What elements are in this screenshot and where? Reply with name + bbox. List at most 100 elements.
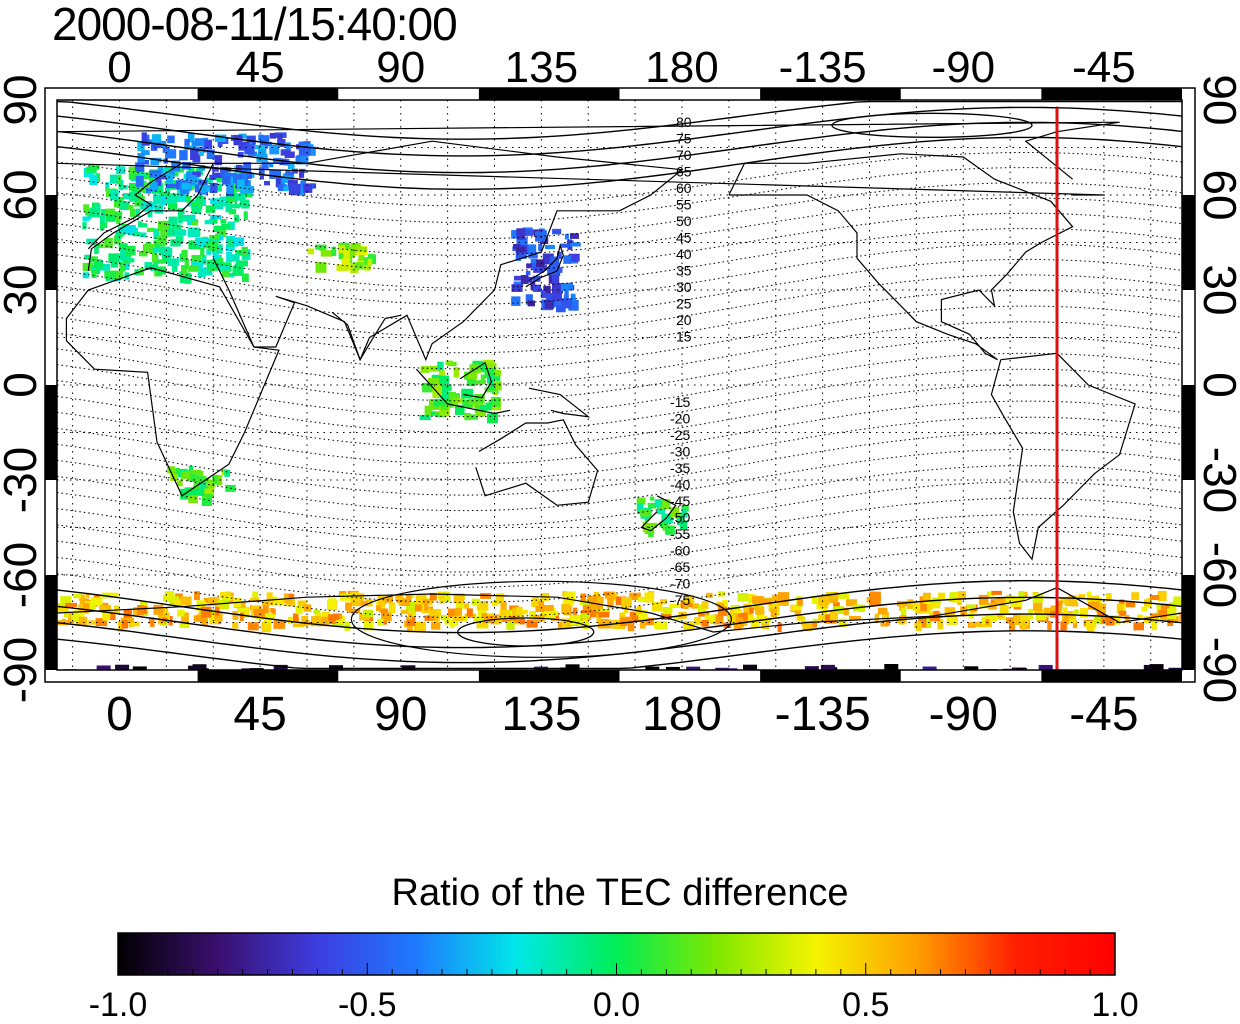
tec-pixel <box>187 132 195 143</box>
tec-pixel <box>978 594 989 605</box>
tec-pixel <box>1156 603 1161 614</box>
tec-pixel <box>559 243 570 248</box>
tec-pixel <box>535 604 545 613</box>
tec-pixel <box>285 142 291 150</box>
tec-pixel <box>109 174 122 184</box>
tec-pixel <box>266 592 273 603</box>
tec-pixel <box>1060 597 1067 604</box>
tec-pixel <box>907 599 914 604</box>
tec-pixel <box>594 597 603 606</box>
coastline-path <box>640 495 677 532</box>
tec-pixel <box>762 598 773 605</box>
tec-pixel <box>63 611 69 618</box>
tec-pixel <box>109 592 119 598</box>
tec-pixel <box>569 282 574 290</box>
tec-pixel <box>105 211 116 222</box>
tec-pixel <box>486 413 499 424</box>
tec-pixel <box>587 595 598 604</box>
tec-pixel <box>194 476 207 483</box>
tec-pixel <box>209 174 217 180</box>
tec-pixel <box>124 225 136 233</box>
tec-pixel <box>1078 594 1086 599</box>
tec-pixel <box>644 617 654 626</box>
contour-label: -45 <box>670 493 690 509</box>
y-tick-left: -30 <box>0 447 46 513</box>
tec-pixel <box>283 186 289 192</box>
contour-label: -30 <box>670 444 690 460</box>
tec-pixel <box>662 607 673 615</box>
tec-pixel <box>174 197 187 202</box>
tec-pixel <box>569 242 581 247</box>
tec-pixel <box>188 240 201 250</box>
tec-pixel <box>151 252 158 263</box>
tec-pixel <box>750 617 759 628</box>
tec-pixel <box>182 214 193 222</box>
frame-band-bottom <box>197 670 339 682</box>
tec-pixel <box>1073 609 1079 614</box>
tec-pixel <box>191 175 197 185</box>
tec-pixel <box>475 410 486 417</box>
tec-pixel <box>226 251 232 263</box>
tec-pixel <box>536 259 545 268</box>
tec-pixel <box>201 186 206 194</box>
frame-band-top <box>197 88 339 100</box>
tec-pixel <box>306 146 316 156</box>
map-frame <box>44 87 1196 683</box>
tec-pixel <box>427 598 433 605</box>
tec-pixel <box>205 205 215 213</box>
tec-pixel <box>250 597 260 603</box>
tec-pixel <box>511 284 523 292</box>
tec-pixel <box>742 664 757 670</box>
tec-pixel <box>669 603 681 608</box>
tec-pixel <box>1057 600 1063 609</box>
x-tick-top: -135 <box>779 43 867 92</box>
contour-label: -35 <box>670 460 690 476</box>
tec-pixel <box>222 270 230 278</box>
tec-pixel <box>691 603 700 609</box>
tec-pixel <box>469 414 479 420</box>
tec-pixel <box>161 607 169 615</box>
tec-pixel <box>661 613 672 620</box>
tec-pixel <box>473 616 484 622</box>
tec-pixel <box>914 622 920 628</box>
tec-pixel <box>654 499 663 507</box>
tec-pixel <box>528 252 538 259</box>
tec-pixel <box>461 616 468 622</box>
frame-band-left <box>45 195 57 290</box>
tec-pixel <box>995 597 1001 604</box>
tec-pixel <box>377 618 384 626</box>
colorbar-tick-label: -0.5 <box>338 986 397 1024</box>
tec-pixel <box>621 596 632 608</box>
frame-band-right <box>1182 195 1195 290</box>
tec-pixel <box>422 599 429 604</box>
tec-pixel <box>816 602 824 610</box>
tec-pixel <box>84 601 96 610</box>
tec-pixel <box>115 231 122 239</box>
contour-line <box>57 384 1182 449</box>
tec-pixel <box>261 161 269 169</box>
tec-pixel <box>445 391 456 402</box>
tec-pixel <box>113 199 122 208</box>
tec-pixel <box>134 195 145 207</box>
x-tick-bottom: 45 <box>233 688 286 741</box>
tec-pixel <box>1097 597 1103 608</box>
tec-pixel <box>659 521 665 528</box>
tec-pixel <box>97 243 104 249</box>
tec-pixel <box>645 666 660 670</box>
tec-pixel <box>204 488 213 494</box>
tec-pixel <box>733 617 744 628</box>
tec-pixel <box>173 599 184 608</box>
tec-pixel <box>147 210 153 218</box>
tec-pixel <box>884 664 899 670</box>
tec-pixel <box>445 360 453 365</box>
tec-pixel <box>129 208 136 217</box>
tec-pixel <box>138 250 148 257</box>
tec-pixel <box>467 373 478 380</box>
tec-pixel <box>896 618 907 624</box>
tec-pixel <box>71 611 79 622</box>
tec-pixel <box>480 404 487 411</box>
tec-pixel <box>241 203 250 209</box>
tec-pixel <box>933 610 940 616</box>
tec-pixel <box>341 258 351 266</box>
tec-region-new-zealand <box>636 496 689 538</box>
